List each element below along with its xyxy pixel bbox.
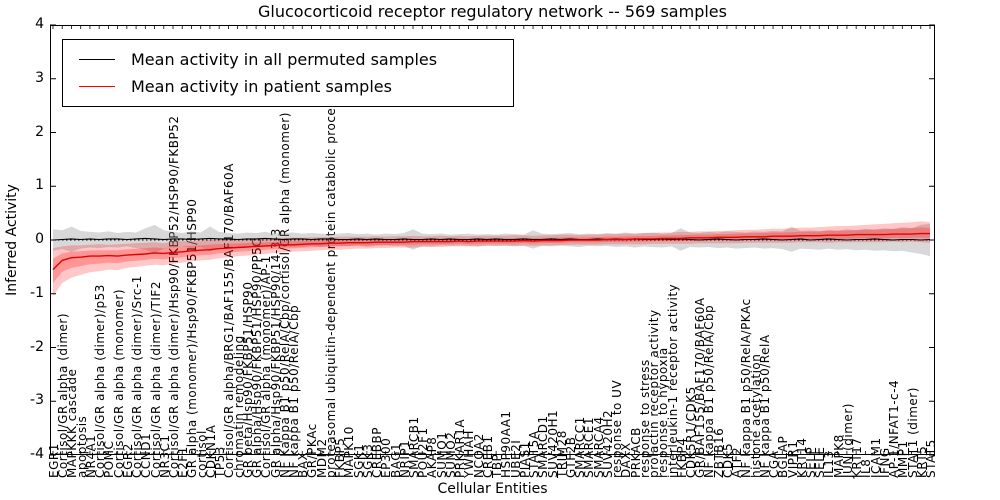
y-tick-label: -2 xyxy=(30,338,44,355)
legend-entry-permuted: Mean activity in all permuted samples xyxy=(73,46,503,73)
y-tick-label: 4 xyxy=(35,16,44,32)
legend-label-patient: Mean activity in patient samples xyxy=(131,77,392,96)
y-tick-label: 0 xyxy=(35,231,44,247)
x-tick-label: IL8 xyxy=(859,458,874,478)
legend: Mean activity in all permuted samples Me… xyxy=(62,39,514,107)
permuted-line-sample xyxy=(79,59,115,60)
x-axis-label: Cellular Entities xyxy=(437,481,548,497)
y-tick-label: -1 xyxy=(30,284,44,301)
y-tick-label: 2 xyxy=(35,123,44,140)
y-tick-label: 1 xyxy=(35,177,44,194)
patient-line-sample xyxy=(79,86,115,87)
y-tick-label: -3 xyxy=(30,392,44,409)
chart-title: Glucocorticoid receptor regulatory netwo… xyxy=(258,2,727,21)
x-tick-label: TBP xyxy=(490,453,505,478)
legend-label-permuted: Mean activity in all permuted samples xyxy=(131,50,438,69)
x-tick-label: BAX xyxy=(296,451,311,478)
legend-entry-patient: Mean activity in patient samples xyxy=(73,73,503,100)
y-tick-label: -4 xyxy=(30,446,44,462)
y-tick-label: 3 xyxy=(35,69,44,86)
